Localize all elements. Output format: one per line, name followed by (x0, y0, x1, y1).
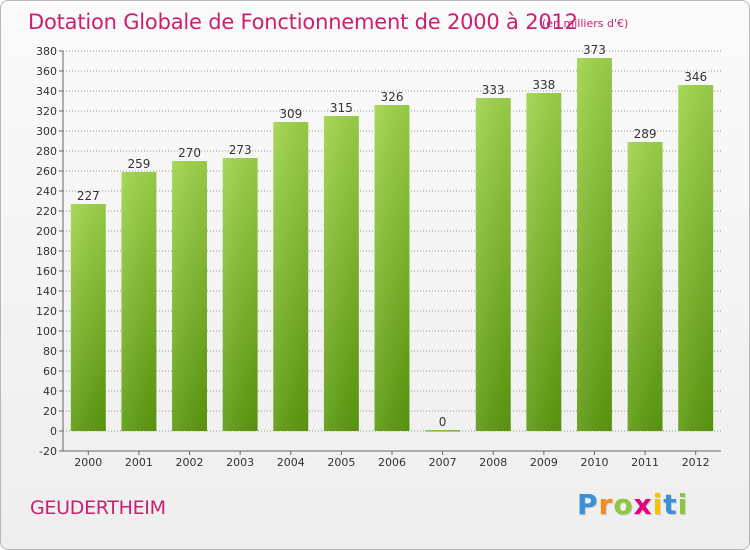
y-tick-label: 200 (36, 225, 57, 238)
bar-shade (323, 116, 359, 431)
bar-shade (475, 98, 511, 431)
y-tick-label: 320 (36, 105, 57, 118)
x-tick-label: 2010 (580, 456, 608, 469)
data-label: 338 (532, 78, 555, 92)
y-tick-label: 60 (43, 365, 57, 378)
bar-shade (374, 105, 410, 431)
x-tick-label: 2007 (429, 456, 457, 469)
logo-letter: r (598, 488, 614, 521)
x-tick-label: 2000 (74, 456, 102, 469)
data-label: 346 (684, 70, 707, 84)
bar-shade (425, 430, 461, 432)
logo-letter: x (633, 488, 653, 521)
x-tick-label: 2004 (277, 456, 305, 469)
x-tick-label: 2012 (682, 456, 710, 469)
y-tick-label: 120 (36, 305, 57, 318)
bar-shade (121, 172, 157, 431)
bar-shade (678, 85, 714, 431)
labels: -20 0 20 40 60 80 100 120 140 160 180 200 220 240 260 2… (36, 43, 710, 469)
bar-shade (222, 158, 258, 431)
x-tick-label: 2003 (226, 456, 254, 469)
x-tick-label: 2009 (530, 456, 558, 469)
data-label: 0 (439, 415, 447, 429)
y-tick-label: 220 (36, 205, 57, 218)
logo-letter: t (663, 488, 678, 521)
bar-shade (576, 58, 612, 431)
y-tick-label: 160 (36, 265, 57, 278)
data-label: 309 (279, 107, 302, 121)
logo-letter: P (577, 488, 599, 521)
data-label: 326 (381, 90, 404, 104)
proxiti-logo: Proxiti (577, 488, 688, 521)
data-label: 273 (229, 143, 252, 157)
y-tick-label: 340 (36, 85, 57, 98)
x-tick-label: 2005 (327, 456, 355, 469)
y-tick-label: -20 (39, 445, 57, 458)
y-tick-label: 280 (36, 145, 57, 158)
y-tick-label: 380 (36, 45, 57, 58)
y-tick-label: 180 (36, 245, 57, 258)
chart-title: Dotation Globale de Fonctionnement de 20… (28, 10, 578, 34)
bar-shade (70, 204, 106, 431)
x-tick-label: 2008 (479, 456, 507, 469)
y-tick-label: 300 (36, 125, 57, 138)
y-tick-label: 140 (36, 285, 57, 298)
x-tick-label: 2006 (378, 456, 406, 469)
x-tick-label: 2011 (631, 456, 659, 469)
y-tick-label: 20 (43, 405, 57, 418)
commune-name: GEUDERTHEIM (30, 497, 166, 519)
y-tick-label: 40 (43, 385, 57, 398)
logo-letter: i (677, 488, 689, 521)
axes (59, 50, 721, 455)
y-tick-label: 260 (36, 165, 57, 178)
bars (70, 58, 714, 432)
bar-shade (526, 93, 562, 431)
chart-unit-label: (en milliers d'€) (542, 17, 629, 30)
y-tick-label: 0 (50, 425, 57, 438)
bar-shade (172, 161, 208, 431)
y-tick-label: 240 (36, 185, 57, 198)
y-tick-label: 80 (43, 345, 57, 358)
data-label: 289 (634, 127, 657, 141)
y-tick-label: 100 (36, 325, 57, 338)
data-label: 333 (482, 83, 505, 97)
data-label: 315 (330, 101, 353, 115)
x-tick-label: 2001 (125, 456, 153, 469)
logo-letter: i (652, 488, 664, 521)
y-tick-label: 360 (36, 65, 57, 78)
data-label: 270 (178, 146, 201, 160)
data-label: 227 (77, 189, 100, 203)
logo-letter: o (613, 488, 634, 521)
data-label: 373 (583, 43, 606, 57)
bar-shade (273, 122, 309, 431)
x-tick-label: 2002 (176, 456, 204, 469)
data-label: 259 (127, 157, 150, 171)
bar-shade (627, 142, 663, 431)
